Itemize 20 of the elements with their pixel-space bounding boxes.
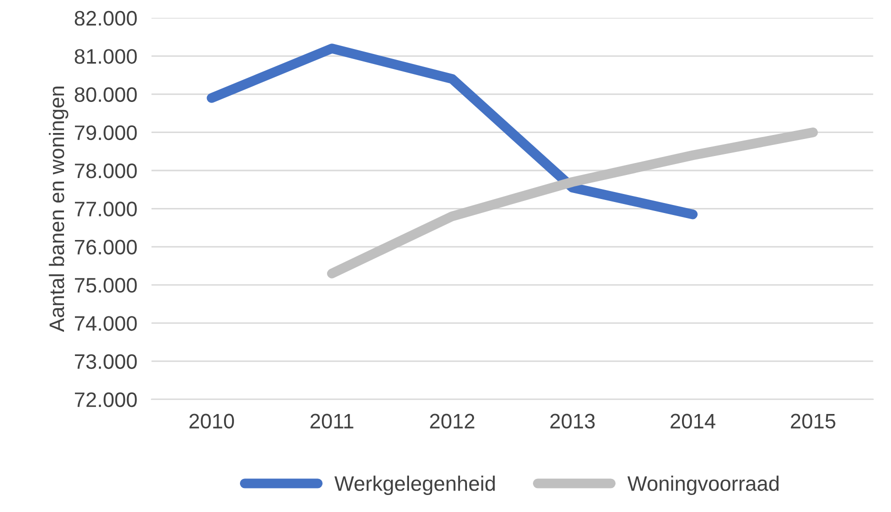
x-tick-label: 2011 <box>310 414 354 429</box>
y-tick-label: 76.000 <box>74 240 137 255</box>
y-tick-label: 82.000 <box>74 10 137 26</box>
x-tick-label: 2013 <box>550 414 595 429</box>
legend-label: Werkgelegenheid <box>334 476 495 496</box>
x-tick-label: 2012 <box>430 414 474 429</box>
y-tick-label: 78.000 <box>74 163 137 178</box>
y-tick-label: 72.000 <box>74 392 137 408</box>
y-tick-label: 79.000 <box>74 125 137 140</box>
y-tick-label: 80.000 <box>74 87 137 102</box>
x-tick-label: 2010 <box>189 414 234 429</box>
y-tick-label: 75.000 <box>74 278 137 293</box>
y-tick-label: 81.000 <box>74 49 137 64</box>
x-tick-label: 2015 <box>790 414 836 429</box>
y-tick-label: 77.000 <box>74 202 137 216</box>
y-tick-label: 73.000 <box>74 354 137 369</box>
legend-label: Woningvoorraad <box>627 476 779 496</box>
y-axis-title: Aantal banen en woningen <box>48 86 68 332</box>
y-tick-label: 74.000 <box>74 316 137 331</box>
x-tick-label: 2014 <box>670 414 716 429</box>
